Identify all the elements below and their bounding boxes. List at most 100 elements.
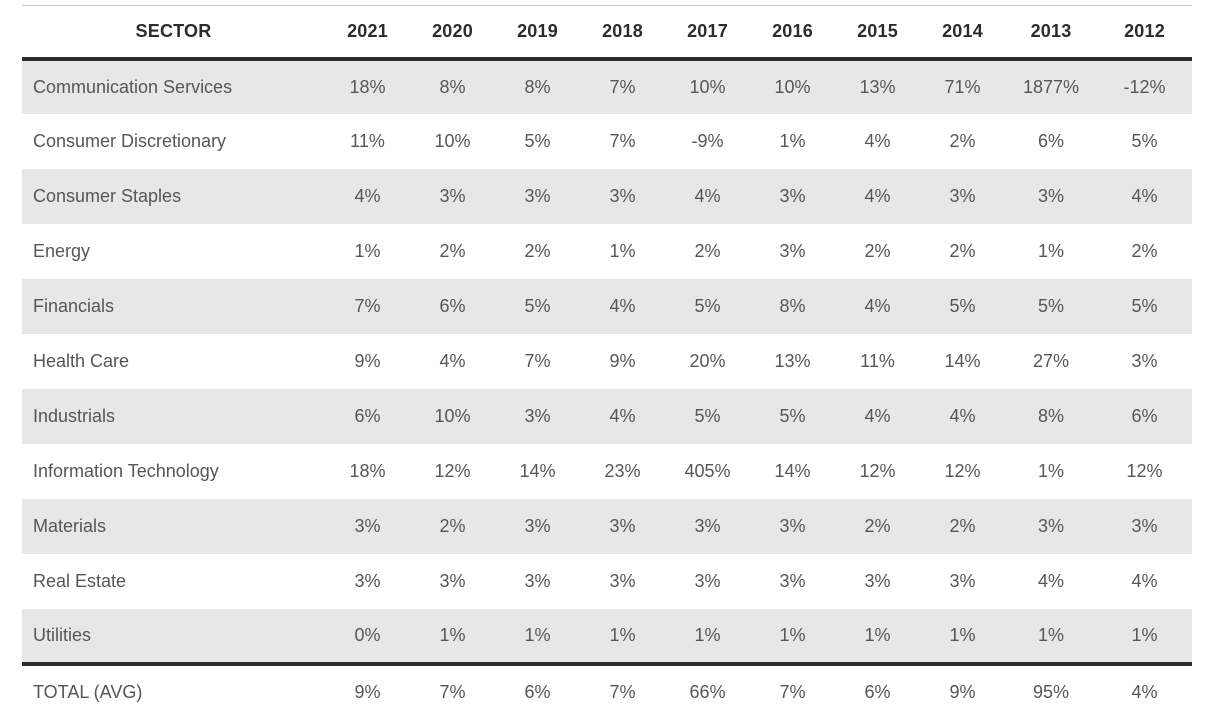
value-cell: 3%	[779, 570, 806, 591]
value-cell: 14%	[774, 460, 811, 481]
value-cell: 10%	[434, 130, 471, 151]
value-cell: 3%	[1131, 350, 1158, 371]
table-row: Real Estate 3% 3% 3% 3% 3% 3% 3% 3% 4% 4%	[22, 553, 1192, 609]
value-cell: 4%	[949, 405, 976, 426]
value-cell: 3%	[609, 515, 636, 536]
value-cell: 4%	[1131, 185, 1158, 206]
value-cell: 3%	[524, 185, 551, 206]
value-cell: 6%	[439, 295, 466, 316]
value-cell: 11%	[350, 130, 385, 151]
value-cell: 3%	[524, 570, 551, 591]
value-cell: 1%	[779, 130, 806, 151]
value-cell: 1%	[1037, 240, 1064, 261]
value-cell: 10%	[689, 76, 726, 97]
value-cell: 1877%	[1022, 76, 1080, 97]
value-cell: 14%	[944, 350, 981, 371]
value-cell: 3%	[1131, 515, 1158, 536]
sector-name-cell: Consumer Discretionary	[33, 130, 227, 151]
total-value-cell: 4%	[1097, 661, 1192, 719]
value-cell: 3%	[609, 570, 636, 591]
value-cell: 18%	[349, 76, 386, 97]
table-row: Communication Services 18% 8% 8% 7% 10% 10% 13%…	[22, 58, 1192, 114]
table-row: Utilities 0% 1% 1% 1% 1% 1% 1% 1% 1% 1%	[22, 608, 1192, 664]
value-cell: 1%	[1037, 460, 1064, 481]
total-value-cell: 9%	[920, 661, 1005, 719]
value-cell: 2%	[1131, 240, 1158, 261]
value-cell: 3%	[779, 515, 806, 536]
value-cell: 7%	[609, 76, 636, 97]
sector-returns-table-container: SECTOR 2021 2020 2019 2018 2017 2016 2015 2014 2…	[22, 5, 1192, 719]
year-column-header: 2013	[1005, 5, 1097, 61]
value-cell: 3%	[779, 185, 806, 206]
total-value-cell: 6%	[495, 661, 580, 719]
sector-name-cell: Health Care	[33, 350, 130, 371]
value-cell: 405%	[684, 460, 731, 481]
value-cell: 8%	[779, 295, 806, 316]
value-cell: 4%	[694, 185, 721, 206]
value-cell: 8%	[524, 76, 551, 97]
value-cell: 2%	[439, 515, 466, 536]
value-cell: 1%	[354, 240, 381, 261]
value-cell: 12%	[1126, 460, 1163, 481]
value-cell: 1%	[609, 624, 636, 645]
value-cell: 1%	[1037, 624, 1064, 645]
total-value-cell: 7%	[580, 661, 665, 719]
value-cell: 3%	[864, 570, 891, 591]
sector-name-cell: Industrials	[33, 405, 116, 426]
value-cell: 12%	[944, 460, 981, 481]
total-value-cell: 7%	[410, 661, 495, 719]
value-cell: 3%	[949, 185, 976, 206]
total-value-cell: 95%	[1005, 661, 1097, 719]
value-cell: 4%	[1037, 570, 1064, 591]
year-column-header: 2019	[495, 5, 580, 61]
sector-name-cell: Information Technology	[33, 460, 219, 481]
value-cell: 1%	[524, 624, 551, 645]
value-cell: 5%	[694, 295, 721, 316]
total-value-cell: 9%	[325, 661, 410, 719]
value-cell: 4%	[864, 405, 891, 426]
value-cell: 2%	[949, 515, 976, 536]
value-cell: 12%	[434, 460, 471, 481]
value-cell: 11%	[860, 350, 895, 371]
table-row: Materials 3% 2% 3% 3% 3% 3% 2% 2% 3% 3%	[22, 498, 1192, 554]
value-cell: 4%	[864, 130, 891, 151]
table-row: Financials 7% 6% 5% 4% 5% 8% 4% 5% 5% 5%	[22, 278, 1192, 334]
value-cell: 8%	[1037, 405, 1064, 426]
value-cell: 2%	[864, 240, 891, 261]
sector-name-cell: Energy	[33, 240, 91, 261]
value-cell: 1%	[439, 624, 466, 645]
value-cell: 3%	[779, 240, 806, 261]
table-row: Consumer Discretionary 11% 10% 5% 7% -9% 1% 4% 2…	[22, 113, 1192, 169]
year-column-header: 2015	[835, 5, 920, 61]
value-cell: 71%	[944, 76, 981, 97]
value-cell: 5%	[949, 295, 976, 316]
value-cell: 2%	[694, 240, 721, 261]
value-cell: 13%	[774, 350, 811, 371]
sector-name-cell: Materials	[33, 515, 107, 536]
value-cell: 3%	[439, 185, 466, 206]
value-cell: 14%	[519, 460, 556, 481]
value-cell: 2%	[949, 130, 976, 151]
value-cell: 8%	[439, 76, 466, 97]
total-value-cell: 6%	[835, 661, 920, 719]
value-cell: 4%	[439, 350, 466, 371]
value-cell: 3%	[524, 405, 551, 426]
table-row: Information Technology 18% 12% 14% 23% 405% 14…	[22, 443, 1192, 499]
value-cell: 1%	[694, 624, 721, 645]
value-cell: 1%	[864, 624, 891, 645]
value-cell: -9%	[691, 130, 724, 151]
value-cell: 7%	[354, 295, 381, 316]
value-cell: 2%	[949, 240, 976, 261]
value-cell: 9%	[354, 350, 381, 371]
table-row: Industrials 6% 10% 3% 4% 5% 5% 4% 4% 8% 6%	[22, 388, 1192, 444]
sector-name-cell: Communication Services	[33, 76, 233, 97]
table-row: Health Care 9% 4% 7% 9% 20% 13% 11% 14% 27% 3%	[22, 333, 1192, 389]
value-cell: 4%	[864, 295, 891, 316]
value-cell: 4%	[609, 405, 636, 426]
sector-name-cell: Financials	[33, 295, 115, 316]
value-cell: -12%	[1123, 76, 1166, 97]
year-column-header: 2020	[410, 5, 495, 61]
value-cell: 3%	[1037, 515, 1064, 536]
table-row: Consumer Staples 4% 3% 3% 3% 4% 3% 4% 3% 3% 4%	[22, 168, 1192, 224]
header-row: SECTOR 2021 2020 2019 2018 2017 2016 2015 2014 2…	[22, 5, 1192, 61]
